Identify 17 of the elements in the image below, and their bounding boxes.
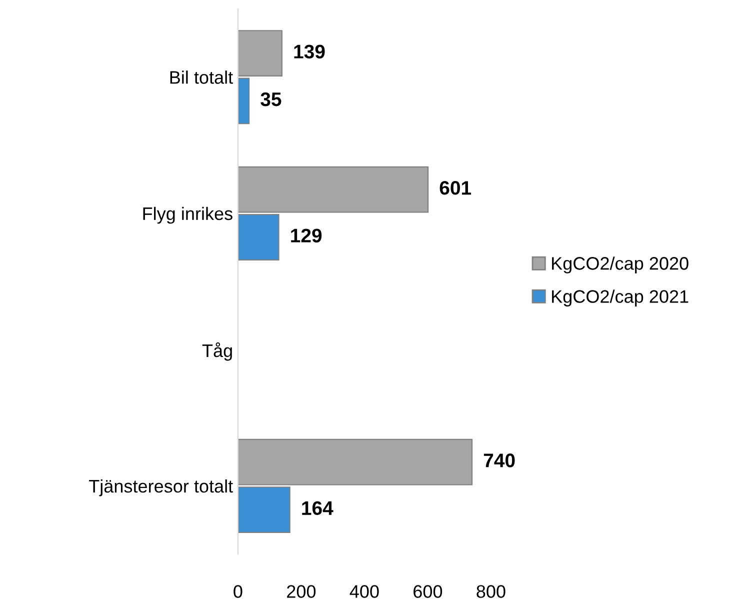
- x-tick-label: 200: [287, 585, 316, 598]
- x-tick-label: 800: [476, 585, 506, 598]
- data-label: 139: [294, 44, 325, 59]
- data-label: 35: [260, 92, 282, 106]
- legend-label: KgCO2/cap 2021: [552, 290, 688, 306]
- y-tick-label: Tåg: [202, 342, 232, 361]
- legend-label: KgCO2/cap 2020: [552, 256, 688, 274]
- data-label: 601: [440, 180, 472, 195]
- y-tick-label: Flyg inrikes: [143, 206, 232, 224]
- data-label: 129: [291, 228, 322, 242]
- y-tick-label: Bil totalt: [170, 70, 233, 84]
- data-label: 740: [484, 454, 515, 468]
- x-tick-label: 0: [234, 585, 242, 598]
- x-tick-label: 400: [350, 585, 379, 598]
- x-tick-label: 600: [414, 585, 442, 598]
- y-tick-label: Tjänsteresor totalt: [89, 479, 233, 496]
- data-label: 164: [302, 501, 334, 516]
